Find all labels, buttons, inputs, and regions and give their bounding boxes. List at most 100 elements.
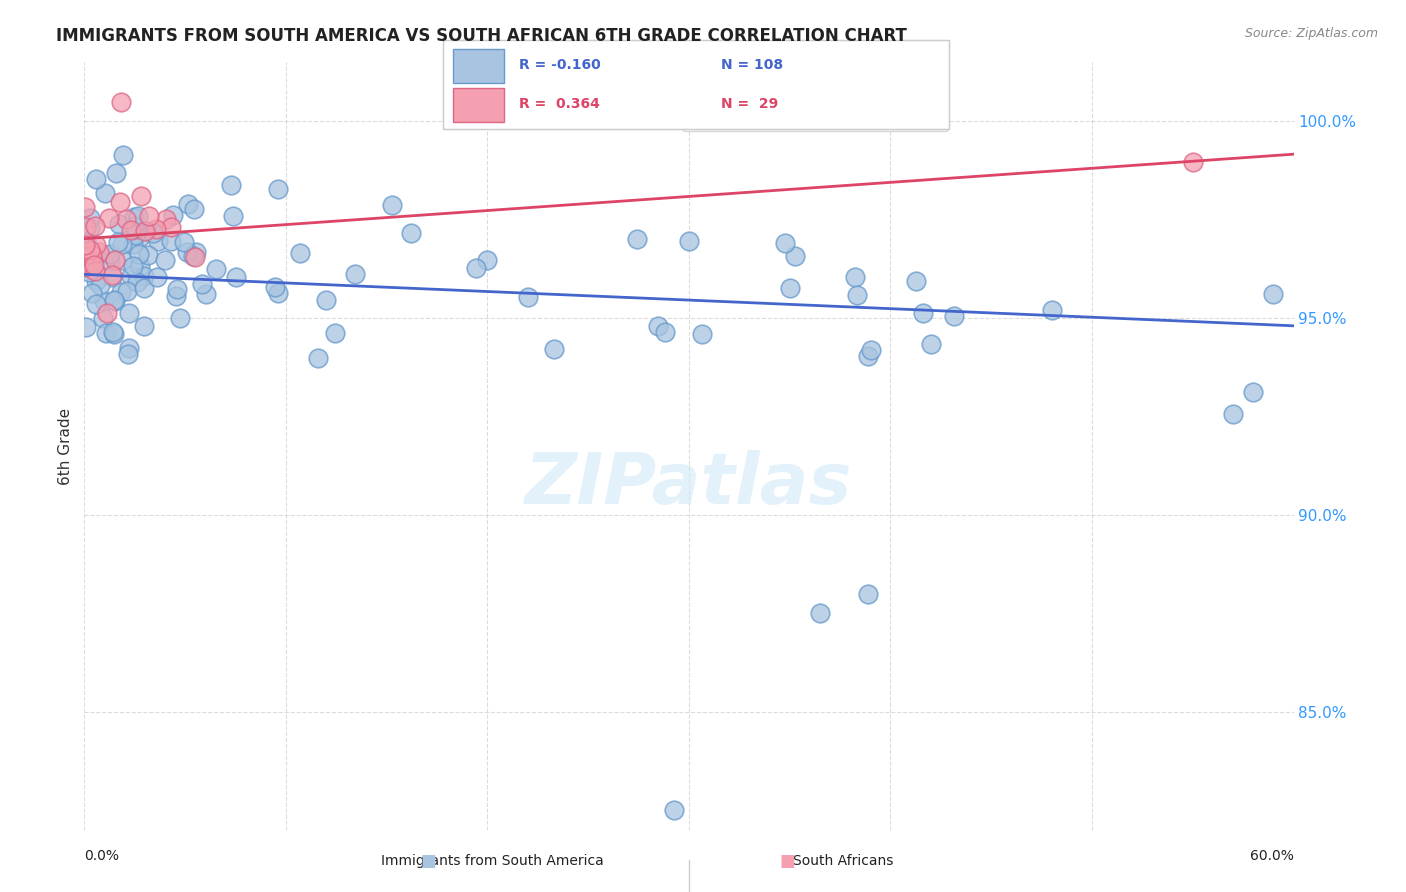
Immigrants from South America — [543, 342, 565, 356]
South Africans — [115, 211, 138, 226]
Immigrants from South America — [315, 293, 337, 308]
South Africans — [145, 222, 167, 236]
Immigrants from South America — [773, 235, 796, 250]
Immigrants from South America — [82, 286, 104, 301]
South Africans — [84, 237, 107, 252]
Immigrants from South America — [104, 293, 127, 308]
Text: Immigrants from South America: Immigrants from South America — [381, 854, 603, 868]
Immigrants from South America — [943, 310, 966, 324]
Immigrants from South America — [183, 202, 205, 216]
Text: ■: ■ — [779, 852, 796, 870]
Immigrants from South America — [111, 147, 134, 161]
Text: R =  0.364: R = 0.364 — [519, 97, 600, 112]
Immigrants from South America — [173, 235, 195, 249]
Text: R = -0.160: R = -0.160 — [519, 58, 600, 72]
Immigrants from South America — [100, 247, 122, 261]
South Africans — [98, 211, 121, 225]
Text: Source: ZipAtlas.com: Source: ZipAtlas.com — [1244, 27, 1378, 40]
Immigrants from South America — [101, 325, 124, 339]
Y-axis label: 6th Grade: 6th Grade — [58, 408, 73, 484]
Immigrants from South America — [84, 275, 107, 289]
Immigrants from South America — [664, 803, 686, 817]
Immigrants from South America — [162, 207, 184, 221]
Immigrants from South America — [80, 261, 103, 276]
Immigrants from South America — [779, 280, 801, 294]
Immigrants from South America — [626, 232, 648, 246]
FancyBboxPatch shape — [453, 88, 503, 122]
Immigrants from South America — [692, 326, 714, 341]
Immigrants from South America — [124, 228, 146, 243]
Immigrants from South America — [134, 281, 156, 295]
South Africans — [110, 95, 132, 109]
Immigrants from South America — [464, 260, 486, 275]
South Africans — [75, 260, 97, 275]
Immigrants from South America — [129, 259, 152, 273]
Immigrants from South America — [288, 246, 311, 260]
Immigrants from South America — [858, 586, 880, 600]
Text: N =  29: N = 29 — [721, 97, 779, 112]
Immigrants from South America — [844, 269, 866, 284]
South Africans — [80, 248, 103, 262]
FancyBboxPatch shape — [453, 49, 503, 83]
Immigrants from South America — [846, 288, 869, 302]
South Africans — [75, 200, 97, 214]
Immigrants from South America — [195, 287, 218, 301]
Immigrants from South America — [912, 305, 935, 319]
Immigrants from South America — [84, 296, 107, 310]
South Africans — [75, 220, 97, 235]
Text: ZIPatlas: ZIPatlas — [526, 450, 852, 519]
South Africans — [83, 258, 105, 272]
Immigrants from South America — [381, 198, 404, 212]
Immigrants from South America — [127, 209, 149, 223]
South Africans — [75, 238, 97, 252]
Immigrants from South America — [859, 343, 882, 357]
Immigrants from South America — [132, 318, 155, 333]
Immigrants from South America — [222, 209, 245, 223]
Immigrants from South America — [124, 219, 146, 234]
Immigrants from South America — [920, 337, 942, 351]
Legend: Immigrants from South America, South Africans: Immigrants from South America, South Afr… — [682, 85, 948, 131]
Immigrants from South America — [142, 226, 165, 240]
Immigrants from South America — [323, 326, 346, 340]
South Africans — [120, 223, 142, 237]
Immigrants from South America — [264, 280, 287, 294]
Immigrants from South America — [128, 246, 150, 260]
Immigrants from South America — [121, 237, 143, 252]
Immigrants from South America — [75, 235, 97, 249]
South Africans — [138, 210, 160, 224]
Immigrants from South America — [100, 269, 122, 284]
Text: South Africans: South Africans — [793, 854, 894, 868]
South Africans — [110, 194, 132, 209]
Immigrants from South America — [267, 285, 290, 300]
Immigrants from South America — [177, 197, 200, 211]
Immigrants from South America — [856, 349, 879, 363]
Immigrants from South America — [93, 294, 115, 309]
Immigrants from South America — [225, 270, 247, 285]
Immigrants from South America — [79, 220, 101, 235]
Text: 0.0%: 0.0% — [84, 849, 120, 863]
Immigrants from South America — [79, 211, 101, 226]
South Africans — [134, 224, 156, 238]
Immigrants from South America — [148, 234, 170, 248]
Immigrants from South America — [125, 276, 148, 290]
Immigrants from South America — [267, 182, 290, 196]
Immigrants from South America — [125, 222, 148, 236]
Immigrants from South America — [186, 244, 208, 259]
Immigrants from South America — [166, 282, 188, 296]
Immigrants from South America — [108, 217, 131, 231]
Immigrants from South America — [117, 305, 139, 319]
Immigrants from South America — [111, 253, 134, 268]
South Africans — [83, 264, 105, 278]
Immigrants from South America — [110, 285, 132, 299]
South Africans — [84, 219, 107, 234]
Immigrants from South America — [516, 290, 538, 304]
Immigrants from South America — [111, 237, 134, 252]
Immigrants from South America — [122, 259, 145, 273]
South Africans — [82, 253, 104, 268]
Immigrants from South America — [103, 327, 125, 342]
South Africans — [129, 188, 152, 202]
South Africans — [87, 245, 110, 260]
Immigrants from South America — [181, 249, 204, 263]
Immigrants from South America — [135, 224, 157, 238]
Immigrants from South America — [104, 166, 127, 180]
